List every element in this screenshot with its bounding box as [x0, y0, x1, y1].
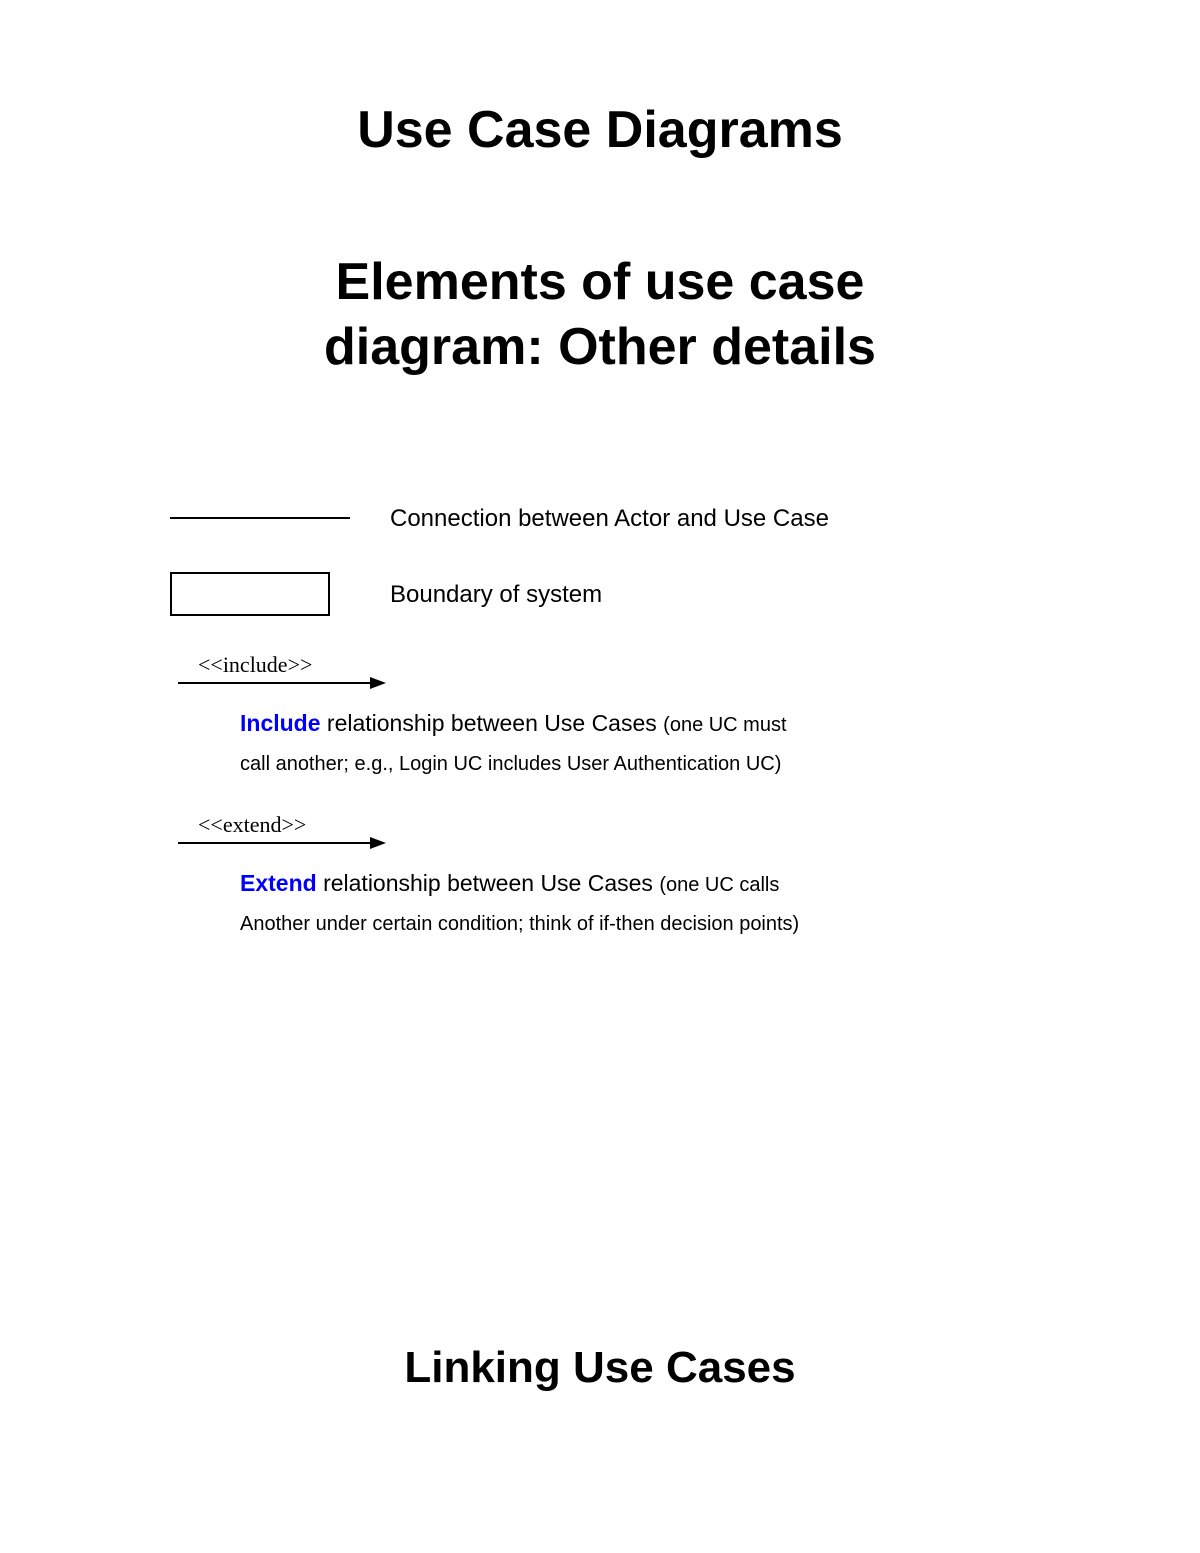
- page-title: Use Case Diagrams: [120, 100, 1080, 160]
- elements-list: Connection between Actor and Use Case Bo…: [120, 500, 1080, 942]
- boundary-label: Boundary of system: [390, 576, 602, 612]
- section-title: Elements of use case diagram: Other deta…: [120, 250, 1080, 380]
- extend-paren1: (one UC calls: [659, 874, 779, 896]
- extend-description: Extend relationship between Use Cases (o…: [170, 864, 1020, 942]
- boundary-box-icon: [170, 572, 330, 616]
- extend-desc-line2: Another under certain condition; think o…: [240, 913, 799, 935]
- extend-keyword: Extend: [240, 870, 317, 896]
- include-paren1: (one UC must: [663, 714, 786, 736]
- include-arrow-block: <<include>>: [170, 652, 1020, 690]
- boundary-row: Boundary of system: [170, 572, 1020, 616]
- include-description: Include relationship between Use Cases (…: [170, 704, 1020, 782]
- boundary-symbol: [170, 572, 390, 616]
- include-desc-main: relationship between Use Cases: [321, 710, 664, 736]
- include-desc-line2: call another; e.g., Login UC includes Us…: [240, 753, 781, 775]
- connection-row: Connection between Actor and Use Case: [170, 500, 1020, 536]
- include-arrow-label: <<include>>: [170, 652, 1020, 678]
- extend-arrow-label: <<extend>>: [170, 812, 1020, 838]
- connection-line-icon: [170, 517, 350, 519]
- section-title-line1: Elements of use case: [336, 253, 865, 311]
- extend-arrow-block: <<extend>>: [170, 812, 1020, 850]
- footer-title: Linking Use Cases: [0, 1343, 1200, 1393]
- include-arrow-icon: [174, 676, 394, 690]
- section-title-line2: diagram: Other details: [324, 318, 876, 376]
- connection-symbol: [170, 517, 390, 519]
- extend-desc-main: relationship between Use Cases: [317, 870, 660, 896]
- include-keyword: Include: [240, 710, 321, 736]
- connection-label: Connection between Actor and Use Case: [390, 500, 829, 536]
- extend-arrow-icon: [174, 836, 394, 850]
